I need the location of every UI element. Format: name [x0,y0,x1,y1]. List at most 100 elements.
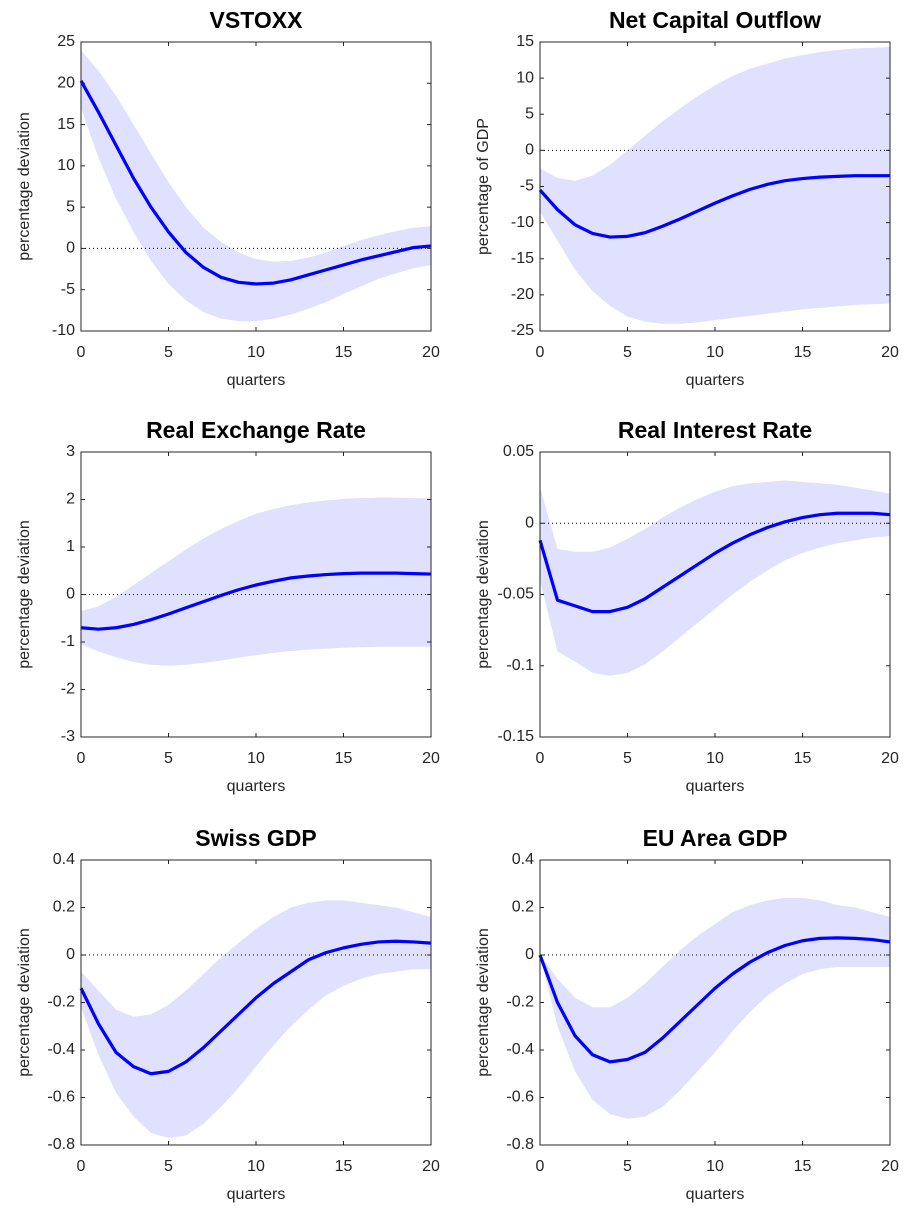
y-axis-label: percentage deviation [16,928,33,1077]
x-tick-label: 10 [247,344,265,361]
y-tick-label: -25 [511,322,534,339]
y-tick-label: -3 [61,728,75,745]
y-tick-label: -0.05 [498,586,535,603]
response-line [538,511,891,614]
x-tick-label: 20 [881,1158,899,1175]
y-tick-label: -0.4 [47,1041,75,1058]
y-tick-label: 3 [66,443,75,460]
x-axis-label: quarters [686,1186,745,1203]
y-tick-label: -0.2 [47,994,75,1011]
x-tick-label: 0 [77,344,86,361]
x-axis-label: quarters [227,372,286,389]
y-tick-label: -2 [61,681,75,698]
x-tick-label: 15 [794,344,812,361]
y-axis-label: percentage deviation [16,112,33,261]
x-tick-label: 10 [247,1158,265,1175]
y-tick-label: -0.8 [47,1136,75,1153]
y-tick-label: 0.05 [503,443,534,460]
x-axis-label: quarters [686,778,745,795]
confidence-band [540,47,890,324]
x-tick-label: 10 [706,1158,724,1175]
x-tick-label: 10 [247,750,265,767]
y-tick-label: 0 [66,240,75,257]
y-axis-label: percentage deviation [475,520,492,669]
y-tick-label: 0 [525,514,534,531]
y-tick-label: -0.1 [506,657,534,674]
chart-title: Real Interest Rate [618,417,812,443]
x-tick-label: 15 [335,1158,353,1175]
y-tick-label: -5 [520,178,534,195]
chart-title: EU Area GDP [643,825,788,851]
x-tick-label: 0 [536,344,545,361]
response-line [80,571,432,631]
y-tick-label: -5 [61,281,75,298]
y-tick-label: -10 [52,322,75,339]
x-tick-label: 20 [422,344,440,361]
response-line [79,939,432,1076]
y-tick-label: 5 [66,198,75,215]
y-tick-label: -0.2 [506,994,534,1011]
y-tick-label: 0 [66,946,75,963]
x-tick-label: 5 [164,750,173,767]
y-tick-label: 15 [57,116,75,133]
x-tick-label: 20 [881,750,899,767]
y-tick-label: 0.4 [512,851,534,868]
x-tick-label: 20 [422,750,440,767]
y-tick-label: 0.4 [53,851,75,868]
y-tick-label: 0 [66,586,75,603]
y-tick-label: 10 [57,157,75,174]
confidence-band [81,900,431,1138]
x-tick-label: 10 [706,344,724,361]
y-tick-label: -0.4 [506,1041,534,1058]
chart-title: VSTOXX [210,7,304,33]
y-axis-label: percentage deviation [475,928,492,1077]
y-tick-label: -0.15 [498,728,535,745]
confidence-band [540,480,890,676]
y-tick-label: 10 [516,69,534,86]
x-tick-label: 20 [422,1158,440,1175]
y-tick-label: -0.6 [47,1089,75,1106]
x-tick-label: 15 [335,750,353,767]
y-tick-label: -10 [511,214,534,231]
x-tick-label: 10 [706,750,724,767]
x-tick-label: 5 [164,344,173,361]
y-tick-label: -15 [511,250,534,267]
x-tick-label: 0 [77,750,86,767]
x-axis-label: quarters [686,372,745,389]
y-tick-label: 0 [525,946,534,963]
chart-title: Real Exchange Rate [146,417,366,443]
confidence-band [540,898,890,1119]
y-tick-label: 2 [66,491,75,508]
y-tick-label: 5 [525,105,534,122]
x-tick-label: 0 [536,1158,545,1175]
y-tick-label: 0.2 [512,899,534,916]
x-tick-label: 5 [623,750,632,767]
response-line [79,80,432,286]
y-tick-label: -1 [61,633,75,650]
y-tick-label: -0.6 [506,1089,534,1106]
y-tick-label: 25 [57,33,75,50]
x-tick-label: 20 [881,344,899,361]
y-tick-label: 15 [516,33,534,50]
y-tick-label: -20 [511,286,534,303]
chart-title: Swiss GDP [195,825,316,851]
x-axis-label: quarters [227,1186,286,1203]
y-tick-label: 1 [66,538,75,555]
x-tick-label: 5 [623,1158,632,1175]
y-tick-label: -0.8 [506,1136,534,1153]
response-line [538,936,891,1064]
y-tick-label: 0 [525,142,534,159]
x-tick-label: 15 [335,344,353,361]
y-tick-label: 20 [57,75,75,92]
chart-title: Net Capital Outflow [609,7,821,33]
confidence-band [81,497,431,666]
y-axis-label: percentage of GDP [475,118,492,255]
confidence-band [81,50,431,322]
x-tick-label: 0 [536,750,545,767]
x-tick-label: 15 [794,750,812,767]
x-axis-label: quarters [227,778,286,795]
response-line [538,174,890,239]
x-tick-label: 5 [164,1158,173,1175]
x-tick-label: 0 [77,1158,86,1175]
